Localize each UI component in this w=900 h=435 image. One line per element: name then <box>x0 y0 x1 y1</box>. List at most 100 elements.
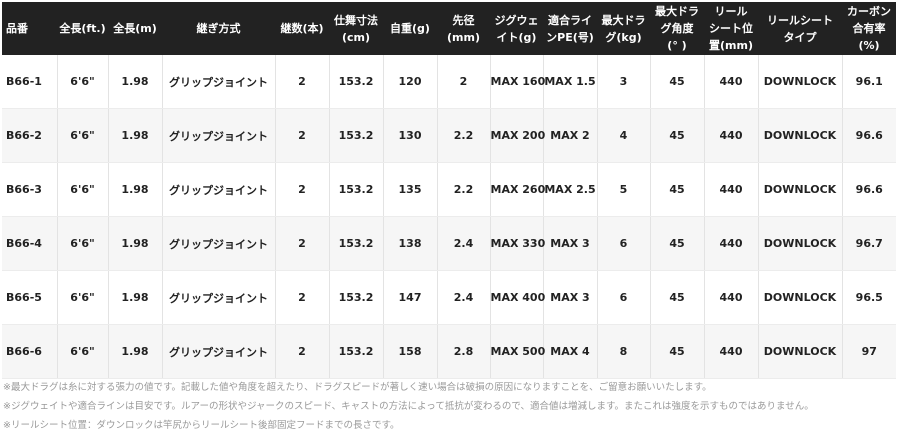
table-cell: 440 <box>703 270 758 325</box>
table-cell: 6'6" <box>56 162 108 217</box>
table-cell: 45 <box>649 270 704 325</box>
table-cell: 6 <box>596 216 650 271</box>
note-drag: ※最大ドラグは糸に対する張力の値です。記載した値や角度を超えたり、ドラグスピード… <box>3 382 712 393</box>
column-header: 適合ライ ンPE(号) <box>543 2 597 55</box>
table-cell: DOWNLOCK <box>757 55 842 109</box>
table-cell: 2.8 <box>436 324 490 379</box>
column-header: カーボン 合有率 (%) <box>842 2 896 55</box>
table-cell: DOWNLOCK <box>757 162 842 217</box>
table-cell: グリップジョイント <box>161 324 275 379</box>
spec-table: 品番 全長(ft.) 全長(m) 継ぎ方式 継数(本) 仕舞寸法 (cm) 自重(g) 先径 … <box>2 2 896 379</box>
table-cell: 1.98 <box>107 270 162 325</box>
notes: ※最大ドラグは糸に対する張力の値です。記載した値や角度を超えたり、ドラグスピード… <box>3 378 814 435</box>
table-row: B66-2 6'6" 1.98 グリップジョイント 2 153.2 130 2.2 MAX 20… <box>2 108 896 163</box>
table-row: B66-6 6'6" 1.98 グリップジョイント 2 153.2 158 2.8 MAX 50… <box>2 324 896 379</box>
table-cell: 153.2 <box>328 216 383 271</box>
table-cell: 153.2 <box>328 55 383 109</box>
table-cell: 440 <box>703 55 758 109</box>
table-cell: 1.98 <box>107 108 162 163</box>
table-cell: 138 <box>382 216 437 271</box>
column-header: リールシート タイプ <box>758 2 842 55</box>
table-row: B66-4 6'6" 1.98 グリップジョイント 2 153.2 138 2.4 MAX 33… <box>2 216 896 271</box>
table-cell: 440 <box>703 108 758 163</box>
note-reel-seat: ※リールシート位置：ダウンロックは竿尻からリールシート後部固定フードまでの長さで… <box>3 420 400 431</box>
table-cell: グリップジョイント <box>161 216 275 271</box>
table-cell: 6 <box>596 270 650 325</box>
table-cell: DOWNLOCK <box>757 270 842 325</box>
table-cell: 2 <box>274 324 329 379</box>
table-cell: 6'6" <box>56 108 108 163</box>
table-cell: B66-6 <box>2 324 57 379</box>
table-cell: MAX 2.5 <box>542 162 597 217</box>
table-cell: DOWNLOCK <box>757 216 842 271</box>
column-header: 先径 (mm) <box>437 2 490 55</box>
table-cell: 96.6 <box>841 108 896 163</box>
table-cell: グリップジョイント <box>161 108 275 163</box>
table-cell: 130 <box>382 108 437 163</box>
table-cell: MAX 3 <box>542 270 597 325</box>
table-cell: MAX 4 <box>542 324 597 379</box>
table-cell: グリップジョイント <box>161 270 275 325</box>
column-header: 継ぎ方式 <box>162 2 275 55</box>
table-cell: MAX 400 <box>489 270 545 325</box>
column-header: ジグウェ イト(g) <box>490 2 543 55</box>
table-cell: 2 <box>436 55 490 109</box>
column-header: 最大ドラ グ角度 (° ) <box>650 2 704 55</box>
column-header: 最大ドラ グ(kg) <box>597 2 650 55</box>
table-cell: 96.1 <box>841 55 896 109</box>
table-cell: 2 <box>274 216 329 271</box>
table-header: 品番 全長(ft.) 全長(m) 継ぎ方式 継数(本) 仕舞寸法 (cm) 自重(g) 先径 … <box>2 2 896 55</box>
table-cell: MAX 200 <box>489 108 545 163</box>
column-header: 仕舞寸法 (cm) <box>329 2 383 55</box>
table-cell: 6'6" <box>56 324 108 379</box>
column-header: 全長(ft.) <box>57 2 108 55</box>
table-cell: グリップジョイント <box>161 55 275 109</box>
table-cell: 1.98 <box>107 216 162 271</box>
table-cell: グリップジョイント <box>161 162 275 217</box>
table-cell: B66-5 <box>2 270 57 325</box>
table-cell: MAX 1.5 <box>542 55 597 109</box>
table-cell: B66-1 <box>2 55 57 109</box>
table-cell: B66-2 <box>2 108 57 163</box>
table-cell: 6'6" <box>56 216 108 271</box>
table-cell: B66-3 <box>2 162 57 217</box>
table-cell: 2 <box>274 55 329 109</box>
table-cell: 96.7 <box>841 216 896 271</box>
table-cell: 6'6" <box>56 55 108 109</box>
column-header: 継数(本) <box>275 2 329 55</box>
table-cell: 45 <box>649 108 704 163</box>
table-row: B66-5 6'6" 1.98 グリップジョイント 2 153.2 147 2.4 MAX 40… <box>2 270 896 325</box>
table-cell: 6'6" <box>56 270 108 325</box>
table-cell: 2.2 <box>436 108 490 163</box>
table-cell: 2 <box>274 270 329 325</box>
table-row: B66-3 6'6" 1.98 グリップジョイント 2 153.2 135 2.2 MAX 26… <box>2 162 896 217</box>
table-cell: B66-4 <box>2 216 57 271</box>
table-cell: MAX 2 <box>542 108 597 163</box>
table-cell: 147 <box>382 270 437 325</box>
table-cell: MAX 260 <box>489 162 545 217</box>
table-cell: 1.98 <box>107 324 162 379</box>
table-cell: 2.2 <box>436 162 490 217</box>
table-cell: 440 <box>703 162 758 217</box>
table-cell: MAX 3 <box>542 216 597 271</box>
table-cell: 120 <box>382 55 437 109</box>
table-cell: 135 <box>382 162 437 217</box>
table-cell: 96.5 <box>841 270 896 325</box>
table-cell: 45 <box>649 162 704 217</box>
table-cell: 2.4 <box>436 270 490 325</box>
table-cell: MAX 160 <box>489 55 545 109</box>
column-header: リール シート位 置(mm) <box>704 2 758 55</box>
table-cell: 153.2 <box>328 162 383 217</box>
note-jig-weight: ※ジグウェイトや適合ラインは目安です。ルアーの形状やジャークのスピード、キャスト… <box>3 401 814 412</box>
table-cell: 153.2 <box>328 270 383 325</box>
table-cell: 158 <box>382 324 437 379</box>
table-cell: DOWNLOCK <box>757 108 842 163</box>
table-cell: 45 <box>649 324 704 379</box>
table-cell: 1.98 <box>107 162 162 217</box>
table-cell: 153.2 <box>328 324 383 379</box>
table-row: B66-1 6'6" 1.98 グリップジョイント 2 153.2 120 2 MAX 160 M… <box>2 55 896 109</box>
table-cell: 3 <box>596 55 650 109</box>
column-header: 自重(g) <box>383 2 437 55</box>
table-cell: 2 <box>274 108 329 163</box>
table-cell: 5 <box>596 162 650 217</box>
